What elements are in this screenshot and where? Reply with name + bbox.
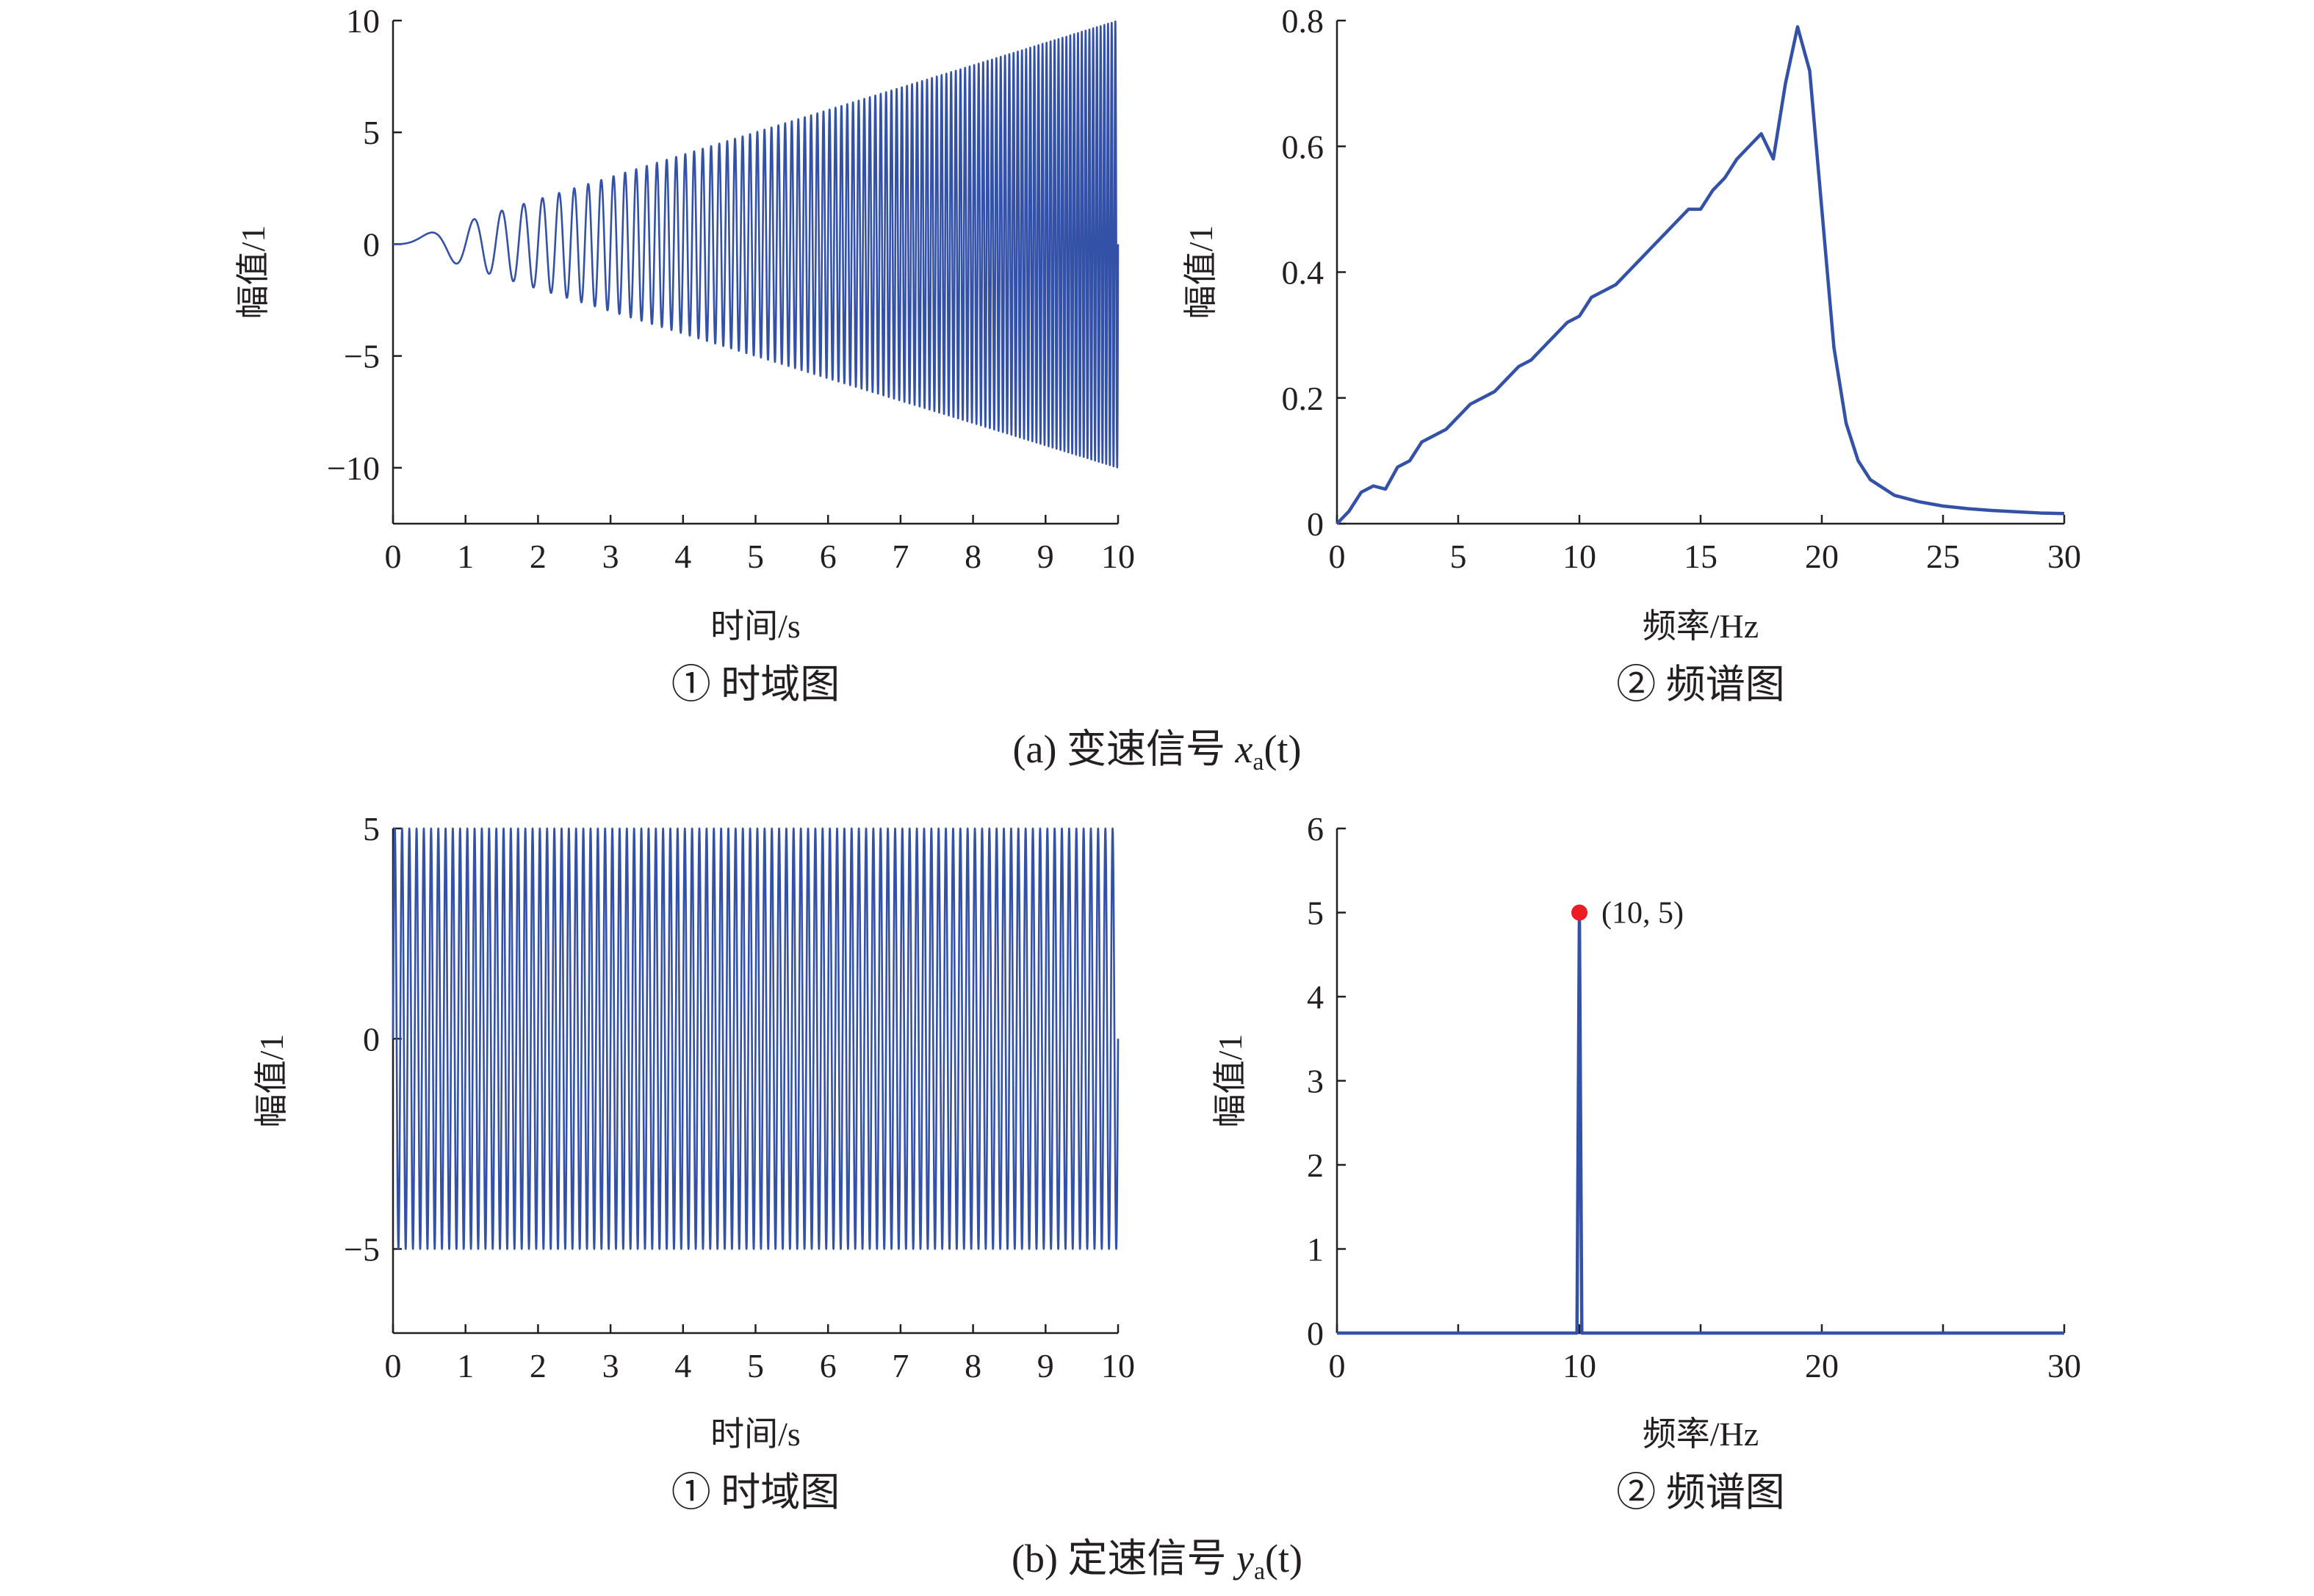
y-tick-label: 5 xyxy=(363,810,380,848)
x-tick-label: 8 xyxy=(965,1347,981,1384)
caption-a-var: x xyxy=(1234,727,1252,771)
x-axis-label: 时间/s xyxy=(710,1415,801,1453)
x-tick-label: 20 xyxy=(1805,1347,1839,1384)
x-tick-label: 10 xyxy=(1563,538,1596,575)
x-tick-label: 2 xyxy=(530,1347,547,1384)
x-tick-label: 25 xyxy=(1926,538,1960,575)
x-tick-label: 9 xyxy=(1037,1347,1054,1384)
y-tick-label: −5 xyxy=(344,338,380,375)
x-tick-label: 0 xyxy=(1329,1347,1346,1384)
series-line xyxy=(392,827,1120,1250)
y-tick-label: 0.4 xyxy=(1282,254,1324,292)
x-tick-label: 6 xyxy=(820,538,837,575)
x-tick-label: 30 xyxy=(2047,1347,2081,1384)
caption-a-sub: a xyxy=(1252,748,1264,776)
x-axis-label: 频率/Hz xyxy=(1643,1415,1759,1453)
y-tick-label: −10 xyxy=(327,449,380,487)
y-tick-label: 5 xyxy=(363,114,380,151)
x-tick-label: 10 xyxy=(1563,1347,1596,1384)
chart-b2-spectrum: 0 10 20 30 0 1 2 3 4 5 6 频率/Hz 幅值/1 ② 频谱图 (10, 5) xyxy=(1211,810,2081,1514)
x-tick-label: 9 xyxy=(1037,538,1054,575)
caption-a-suffix: (t) xyxy=(1264,727,1302,771)
x-tick-label: 4 xyxy=(674,538,691,575)
x-axis-label: 频率/Hz xyxy=(1643,607,1759,645)
x-tick-label: 2 xyxy=(530,538,547,575)
peak-marker xyxy=(1571,904,1587,921)
x-tick-label: 3 xyxy=(602,538,619,575)
x-tick-label: 7 xyxy=(892,538,909,575)
y-tick-label: 0.6 xyxy=(1282,128,1324,165)
x-tick-label: 30 xyxy=(2047,538,2081,575)
series-line xyxy=(1337,911,2064,1335)
chart-a2-spectrum: 0 5 10 15 20 25 30 0 0.2 0.4 0.6 0.8 频率/Hz 幅值/1 ② 频谱图 xyxy=(1182,2,2081,707)
chart-b1-time-domain: 0 1 2 3 4 5 6 7 8 9 10 −5 0 5 时间/s 幅值/1 ① 时域图 xyxy=(253,810,1135,1514)
y-axis-label: 幅值/1 xyxy=(234,225,272,319)
y-axis-label: 幅值/1 xyxy=(1211,1034,1249,1128)
x-tick-label: 4 xyxy=(674,1347,691,1384)
caption-a-prefix: (a) 变速信号 xyxy=(1013,727,1236,771)
y-tick-label: 0.2 xyxy=(1282,380,1324,417)
caption-b-suffix: (t) xyxy=(1265,1537,1302,1581)
y-tick-label: 0.8 xyxy=(1282,2,1324,40)
x-tick-label: 3 xyxy=(602,1347,619,1384)
x-tick-label: 5 xyxy=(1450,538,1467,575)
y-tick-label: 6 xyxy=(1307,810,1324,848)
chart-a1-time-domain: 0 1 2 3 4 5 6 7 8 9 10 −10 −5 0 5 10 时间/s 幅值/1 ① 时域图 xyxy=(234,2,1135,707)
x-tick-label: 1 xyxy=(457,538,474,575)
series-line xyxy=(392,20,1120,469)
peak-annotation: (10, 5) xyxy=(1601,897,1684,931)
y-tick-label: 0 xyxy=(1307,1315,1324,1352)
y-tick-label: −5 xyxy=(344,1231,380,1268)
series-line xyxy=(1336,25,2065,525)
x-tick-label: 20 xyxy=(1805,538,1839,575)
y-tick-label: 4 xyxy=(1307,978,1324,1016)
y-tick-label: 10 xyxy=(346,2,380,40)
y-tick-label: 0 xyxy=(1307,505,1324,543)
x-tick-label: 15 xyxy=(1684,538,1718,575)
y-tick-label: 0 xyxy=(363,1020,380,1058)
y-tick-label: 3 xyxy=(1307,1063,1324,1100)
x-tick-label: 5 xyxy=(747,538,764,575)
x-tick-label: 0 xyxy=(1329,538,1346,575)
caption-b: (b) 定速信号 ya(t) xyxy=(1012,1537,1302,1585)
x-tick-label: 0 xyxy=(385,1347,402,1384)
x-tick-label: 7 xyxy=(892,1347,909,1384)
x-axis-label: 时间/s xyxy=(710,607,801,645)
x-tick-label: 5 xyxy=(747,1347,764,1384)
y-axis-label: 幅值/1 xyxy=(1182,225,1219,319)
y-tick-label: 0 xyxy=(363,225,380,263)
panel-title: ② 频谱图 xyxy=(1616,662,1785,707)
y-tick-label: 2 xyxy=(1307,1147,1324,1184)
y-axis-label: 幅值/1 xyxy=(253,1034,290,1128)
x-tick-label: 1 xyxy=(457,1347,474,1384)
x-tick-label: 0 xyxy=(385,538,402,575)
y-tick-label: 5 xyxy=(1307,895,1324,932)
panel-title: ② 频谱图 xyxy=(1616,1470,1785,1514)
caption-b-prefix: (b) 定速信号 xyxy=(1012,1537,1236,1581)
x-tick-label: 6 xyxy=(820,1347,837,1384)
panel-title: ① 时域图 xyxy=(671,1470,840,1514)
x-tick-label: 8 xyxy=(965,538,981,575)
caption-b-var: y xyxy=(1233,1537,1254,1581)
caption-a: (a) 变速信号 xa(t) xyxy=(1013,727,1302,776)
x-tick-label: 10 xyxy=(1101,538,1135,575)
x-tick-label: 10 xyxy=(1101,1347,1135,1384)
caption-b-sub: a xyxy=(1254,1558,1265,1585)
panel-title: ① 时域图 xyxy=(671,662,840,707)
y-tick-label: 1 xyxy=(1307,1231,1324,1268)
